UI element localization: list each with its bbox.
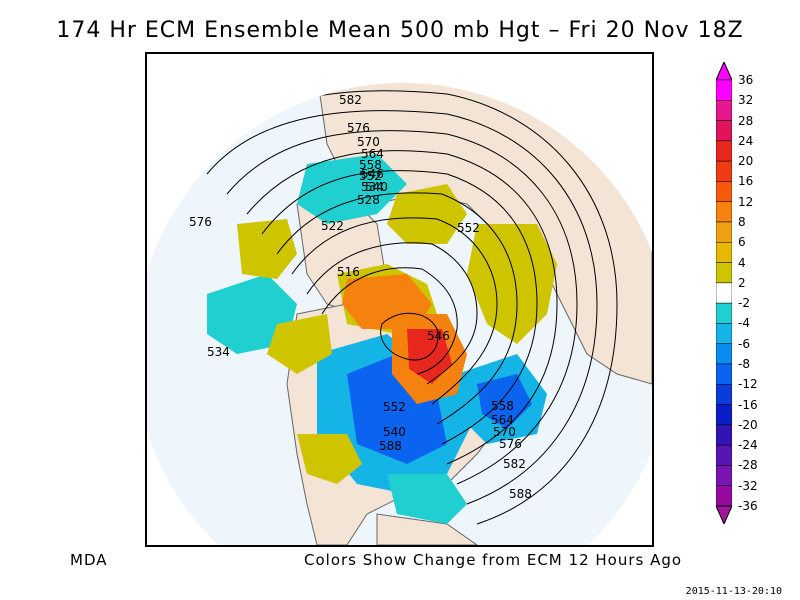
svg-text:546: 546 — [361, 167, 384, 181]
colorbar-tick-label: 6 — [738, 235, 746, 250]
colorbar-tick-label: 24 — [738, 133, 754, 148]
svg-text:558: 558 — [491, 399, 514, 413]
svg-text:552: 552 — [359, 169, 382, 183]
colorbar-tick-label: 2 — [738, 275, 746, 290]
colorbar-tick-label: 4 — [738, 255, 746, 270]
svg-text:570: 570 — [493, 425, 516, 439]
colorbar-tick-label: -28 — [738, 458, 758, 473]
colorbar-tick-label: -32 — [738, 478, 758, 493]
colorbar-segment — [716, 323, 732, 344]
colorbar-segment — [716, 384, 732, 405]
timestamp: 2015-11-13-20:10 — [685, 586, 782, 597]
colorbar-tick-label: 8 — [738, 215, 746, 229]
map-title: 174 Hr ECM Ensemble Mean 500 mb Hgt – Fr… — [56, 18, 744, 43]
colorbar-tick-label: -20 — [738, 417, 758, 432]
svg-text:552: 552 — [457, 221, 480, 235]
colorbar-segment — [716, 343, 732, 365]
colorbar-segment — [716, 302, 732, 324]
colorbar-tick-label: -8 — [738, 357, 750, 371]
colorbar-segment — [716, 140, 732, 162]
colorbar-top-arrow — [716, 62, 732, 81]
svg-text:546: 546 — [427, 329, 450, 343]
colorbar-tick-label: -2 — [738, 296, 750, 311]
svg-text:588: 588 — [509, 487, 532, 501]
colorbar-segment — [716, 262, 732, 284]
svg-text:540: 540 — [383, 425, 406, 439]
contour-labels: 588 582 576 570 564 558 552 546 540 534 … — [189, 69, 532, 501]
colorbar-segment — [716, 79, 732, 101]
colorbar-tick-label: 32 — [738, 93, 754, 108]
colorbar-tick-label: 16 — [738, 174, 754, 189]
colorbar-segment — [716, 282, 732, 304]
colorbar-tick-label: -6 — [738, 336, 750, 351]
svg-text:570: 570 — [357, 135, 380, 149]
svg-text:576: 576 — [347, 121, 370, 135]
colorbar-segment — [716, 242, 732, 263]
svg-text:552: 552 — [383, 400, 406, 414]
svg-text:588: 588 — [379, 439, 402, 453]
svg-text:528: 528 — [357, 193, 380, 207]
colorbar-segment — [716, 160, 732, 182]
colorbar-tick-label: -16 — [738, 397, 758, 412]
colorbar-segment — [716, 120, 732, 142]
svg-text:576: 576 — [189, 215, 212, 229]
svg-text:582: 582 — [503, 457, 526, 471]
colorbar-segment — [716, 363, 732, 385]
hemispheric-map: 588 582 576 570 564 558 552 546 540 534 … — [147, 69, 652, 545]
svg-text:582: 582 — [339, 93, 362, 107]
svg-text:588: 588 — [427, 69, 450, 83]
svg-text:540: 540 — [365, 180, 388, 194]
colorbar-bottom-arrow — [716, 505, 732, 524]
colorbar-segment — [716, 444, 732, 466]
colorbar-segment — [716, 404, 732, 426]
svg-text:564: 564 — [491, 413, 514, 427]
source-label: MDA — [70, 551, 108, 569]
map-panel: 588 582 576 570 564 558 552 546 540 534 … — [145, 52, 654, 547]
colorbar-tick-label: -4 — [738, 316, 750, 331]
colorbar-segment — [716, 465, 732, 486]
svg-text:534: 534 — [207, 345, 230, 359]
svg-text:522: 522 — [321, 219, 344, 233]
colorbar-tick-label: 12 — [738, 194, 754, 209]
svg-text:558: 558 — [359, 158, 382, 172]
colorbar-segment — [716, 201, 732, 223]
colorbar-tick-label: -12 — [738, 377, 758, 392]
svg-text:576: 576 — [499, 437, 522, 451]
svg-text:564: 564 — [361, 147, 384, 161]
colorbar-segment — [716, 221, 732, 243]
colorbar-tick-label: 20 — [738, 154, 754, 169]
colorbar-segment — [716, 100, 732, 121]
colorbar-tick-label: -24 — [738, 438, 758, 453]
caption: Colors Show Change from ECM 12 Hours Ago — [304, 551, 683, 569]
colorbar-segment — [716, 424, 732, 446]
svg-text:534: 534 — [361, 180, 384, 194]
colorbar-tick-label: 36 — [738, 73, 754, 87]
colorbar-segment — [716, 485, 732, 507]
colorbar-segment — [716, 181, 732, 202]
anomaly-colorbar — [716, 62, 732, 524]
svg-text:516: 516 — [337, 265, 360, 279]
colorbar-tick-label: -36 — [738, 499, 758, 513]
colorbar-tick-label: 28 — [738, 113, 754, 128]
